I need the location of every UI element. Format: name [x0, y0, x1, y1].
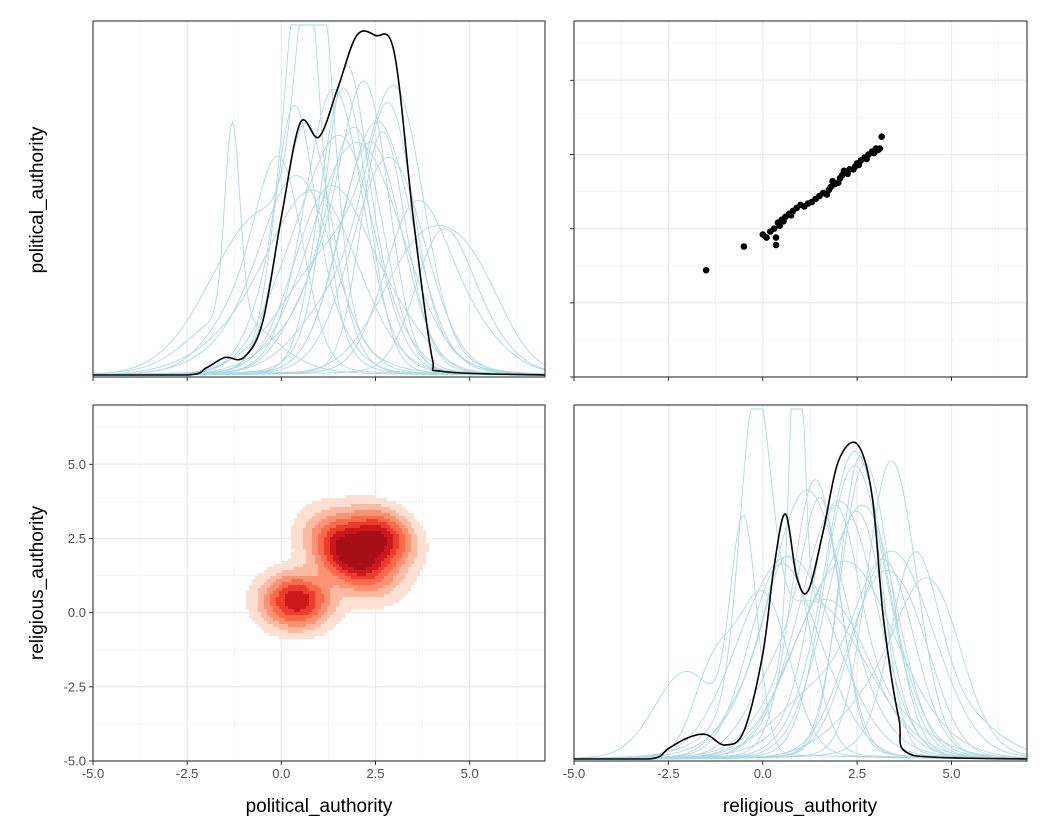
y-tick-label: 5.0 [68, 457, 86, 472]
scatter-point [772, 234, 780, 241]
panel-scatter [570, 20, 1028, 381]
x-tick-label: -2.5 [176, 766, 198, 781]
x-tick-label: -5.0 [563, 766, 585, 781]
x-axis-title-left: political_authority [246, 796, 393, 817]
x-tick-label: 2.5 [848, 766, 866, 781]
observed-density-line [93, 30, 545, 376]
grid-lines [574, 21, 1027, 377]
scatter-point [702, 266, 710, 274]
scatter-point [770, 225, 778, 232]
panel-density2d: -5.0 -2.5 0.0 2.5 5.0 -5.0 -2.5 0.0 2.5 5.0 [64, 404, 546, 781]
scatter-point [878, 133, 885, 140]
panel-density-political [92, 20, 546, 381]
x-tick-label: 0.0 [272, 766, 290, 781]
panel-background [574, 405, 1027, 761]
y-axis-title-bottom: religious_authority [27, 505, 48, 660]
y-tick-label: 2.5 [68, 531, 86, 546]
scatter-point [772, 241, 780, 249]
panel-border [92, 404, 546, 762]
grid-lines [93, 405, 545, 761]
x-tick-label: -2.5 [657, 766, 679, 781]
y-tick-label: 0.0 [68, 605, 86, 620]
scatter-point [876, 145, 884, 152]
observed-density-line [574, 441, 1027, 760]
scatter-point [804, 200, 812, 207]
x-tick-label: 2.5 [366, 766, 384, 781]
panel-density-religious: -5.0 -2.5 0.0 2.5 5.0 [563, 404, 1028, 781]
y-tick-label: -5.0 [64, 754, 86, 769]
x-tick-label: 5.0 [461, 766, 479, 781]
panel-background [574, 21, 1027, 377]
scatter-point [740, 243, 748, 250]
x-tick-label: 0.0 [754, 766, 772, 781]
scatter-point [776, 222, 783, 229]
x-axis-title-right: religious_authority [723, 796, 878, 817]
y-axis-title-top: political_authority [27, 126, 48, 273]
panel-border [573, 404, 1028, 762]
x-tick-label: 5.0 [942, 766, 960, 781]
scatter-point [763, 234, 770, 241]
density-contour-band [336, 531, 387, 570]
panel-border [573, 20, 1028, 378]
y-tick-label: -2.5 [64, 679, 86, 694]
x-tick-label: -5.0 [82, 766, 104, 781]
scatter-point [840, 167, 848, 175]
panel-border [92, 20, 546, 378]
